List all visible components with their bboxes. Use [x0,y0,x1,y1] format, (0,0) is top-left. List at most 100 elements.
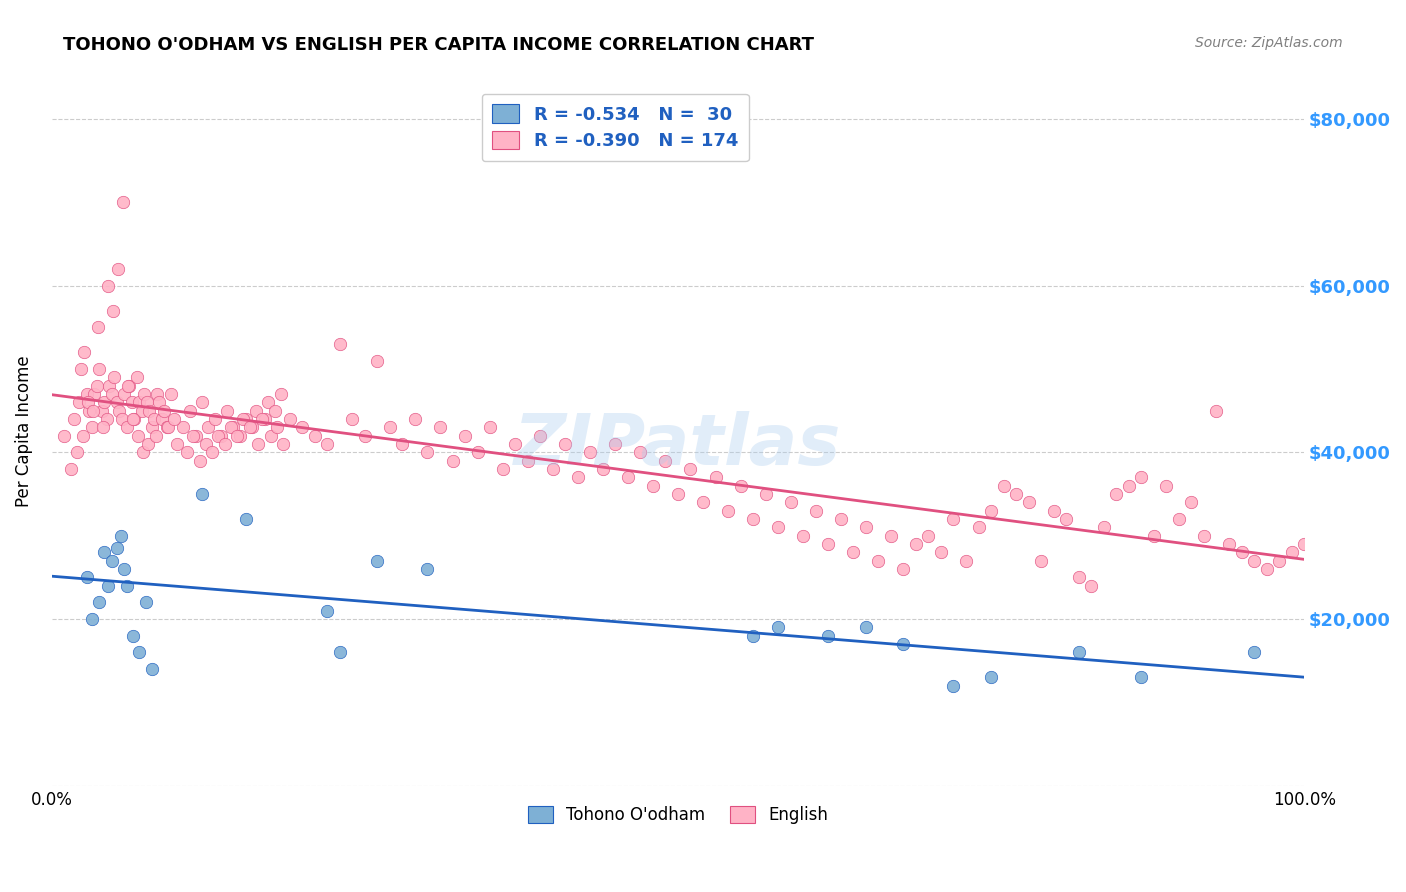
Point [172,420,194,434]
Point [817,537,839,551]
Point [1054,512,1077,526]
Point [1105,487,1128,501]
Point [239,420,262,434]
Point [830,512,852,526]
Point [115,579,138,593]
Point [83,387,105,401]
Point [366,353,388,368]
Point [893,637,915,651]
Point [166,437,188,451]
Point [53,429,76,443]
Point [226,429,249,443]
Point [1218,537,1240,551]
Point [80,420,103,434]
Point [101,554,124,568]
Point [72,429,94,443]
Point [90,404,112,418]
Point [1205,404,1227,418]
Point [804,504,827,518]
Point [176,445,198,459]
Point [1156,479,1178,493]
Point [654,454,676,468]
Point [1167,512,1189,526]
Point [1042,504,1064,518]
Point [1143,529,1166,543]
Point [416,562,439,576]
Point [67,395,90,409]
Point [80,612,103,626]
Point [98,378,121,392]
Point [541,462,564,476]
Point [127,429,149,443]
Point [145,429,167,443]
Point [454,429,477,443]
Point [128,395,150,409]
Point [273,437,295,451]
Point [516,454,538,468]
Point [641,479,664,493]
Point [76,387,98,401]
Point [108,404,131,418]
Point [304,429,326,443]
Point [191,395,214,409]
Point [89,595,111,609]
Point [73,345,96,359]
Point [1080,579,1102,593]
Point [240,420,263,434]
Point [929,545,952,559]
Point [86,378,108,392]
Point [184,429,207,443]
Point [1092,520,1115,534]
Point [270,387,292,401]
Point [855,520,877,534]
Point [366,554,388,568]
Point [159,387,181,401]
Point [93,395,115,409]
Point [1256,562,1278,576]
Point [79,404,101,418]
Point [253,412,276,426]
Point [97,278,120,293]
Point [467,445,489,459]
Point [87,320,110,334]
Point [766,620,789,634]
Legend: Tohono O'odham, English: Tohono O'odham, English [517,796,838,834]
Point [110,529,132,543]
Point [579,445,602,459]
Point [704,470,727,484]
Point [904,537,927,551]
Point [118,378,141,392]
Point [766,520,789,534]
Point [115,420,138,434]
Point [197,420,219,434]
Point [97,579,120,593]
Point [416,445,439,459]
Point [111,412,134,426]
Point [967,520,990,534]
Point [503,437,526,451]
Point [1067,645,1090,659]
Text: Source: ZipAtlas.com: Source: ZipAtlas.com [1195,36,1343,50]
Point [235,512,257,526]
Point [855,620,877,634]
Point [181,429,204,443]
Point [817,629,839,643]
Point [125,370,148,384]
Point [148,395,170,409]
Point [219,420,242,434]
Point [329,645,352,659]
Point [1294,537,1316,551]
Point [942,512,965,526]
Point [101,303,124,318]
Point [146,387,169,401]
Point [592,462,614,476]
Point [717,504,740,518]
Text: TOHONO O'ODHAM VS ENGLISH PER CAPITA INCOME CORRELATION CHART: TOHONO O'ODHAM VS ENGLISH PER CAPITA INC… [63,36,814,54]
Point [942,679,965,693]
Point [257,395,280,409]
Point [980,504,1002,518]
Point [278,412,301,426]
Point [245,404,267,418]
Point [153,404,176,418]
Point [112,562,135,576]
